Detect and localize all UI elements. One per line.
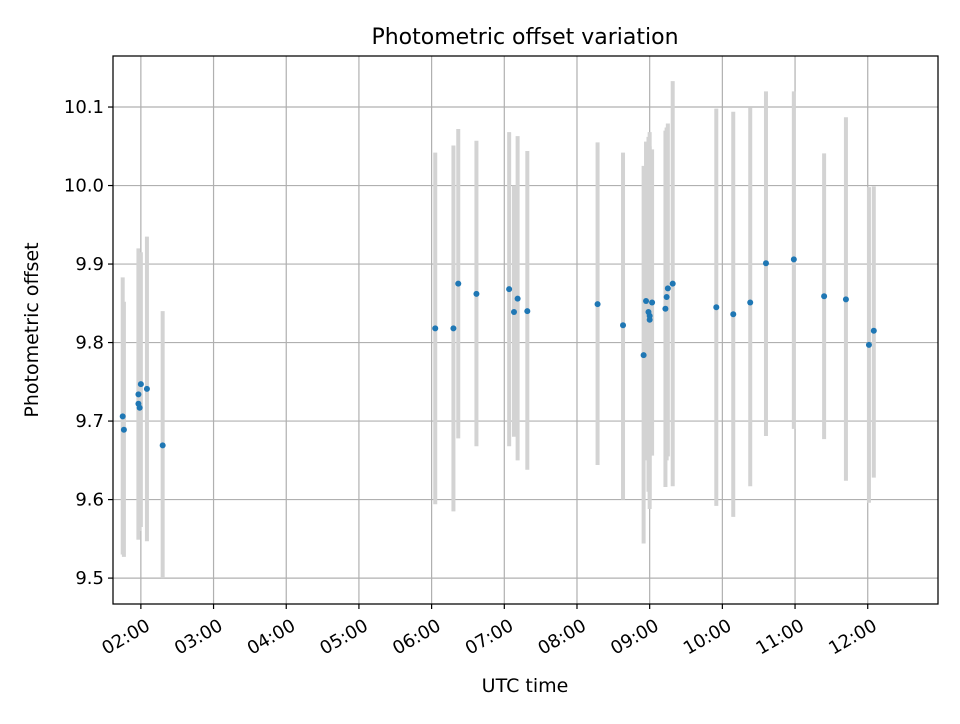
data-point — [432, 325, 439, 332]
data-point — [137, 381, 144, 388]
data-point — [524, 308, 531, 315]
data-point — [747, 299, 754, 306]
data-point — [870, 327, 877, 334]
y-tick-label: 9.9 — [75, 254, 104, 275]
data-point — [790, 256, 797, 263]
y-tick-label: 9.6 — [75, 490, 104, 511]
y-tick-label: 10.1 — [64, 97, 104, 118]
chart-title: Photometric offset variation — [371, 25, 678, 50]
data-point — [620, 322, 627, 329]
data-point — [649, 299, 656, 306]
y-axis-label: Photometric offset — [21, 242, 43, 417]
data-point — [135, 391, 142, 398]
y-tick-label: 9.5 — [75, 568, 104, 589]
point-layer — [119, 256, 877, 449]
data-point — [865, 341, 872, 348]
data-point — [663, 294, 670, 301]
data-point — [136, 404, 143, 411]
data-point — [450, 325, 457, 332]
y-axis: 9.5 9.6 9.7 9.8 9.9 10.0 10.1 — [64, 97, 113, 589]
y-tick-label: 9.7 — [75, 411, 104, 432]
data-point — [510, 308, 517, 315]
data-point — [646, 316, 653, 323]
x-axis-label: UTC time — [482, 675, 569, 697]
data-point — [713, 304, 720, 311]
data-point — [643, 297, 650, 304]
data-point — [506, 286, 513, 293]
data-point — [762, 260, 769, 267]
data-point — [473, 290, 480, 297]
data-point — [514, 295, 521, 302]
data-point — [640, 352, 647, 359]
data-point — [669, 280, 676, 287]
data-point — [730, 311, 737, 318]
data-point — [594, 301, 601, 308]
data-point — [143, 385, 150, 392]
data-point — [842, 296, 849, 303]
y-tick-label: 9.8 — [75, 333, 104, 354]
plot-area-frame — [112, 55, 939, 605]
data-point — [120, 426, 127, 433]
data-point — [664, 285, 671, 292]
data-point — [119, 413, 126, 420]
data-point — [662, 305, 669, 312]
y-tick-label: 10.0 — [64, 176, 104, 197]
data-point — [455, 280, 462, 287]
data-point — [821, 293, 828, 300]
data-point — [159, 442, 166, 449]
